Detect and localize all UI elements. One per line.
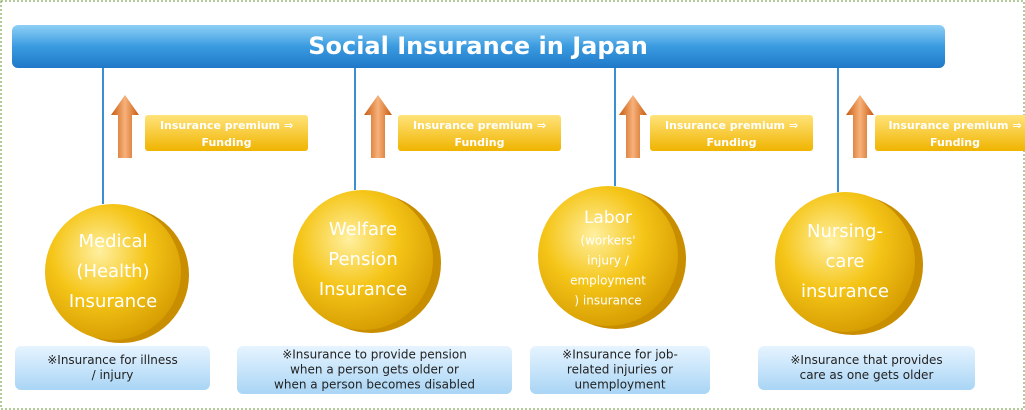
title: Social Insurance in Japan [308,32,648,60]
note-text: when a person gets older or [290,363,459,377]
coin-label: (workers' [580,234,635,248]
premium-box [650,115,813,151]
columns: Insurance premium ⇒ Funding Medical (Health… [15,68,1025,394]
premium-label: Funding [202,136,252,149]
coin-label: (Health) [76,261,149,282]
premium-label: Insurance premium ⇒ [665,119,798,132]
note-text: care as one gets older [800,368,934,382]
note-text: ※Insurance to provide pension [282,348,467,362]
coin-label: Insurance [69,291,157,312]
coin [775,192,915,332]
note-box [15,346,210,390]
note-text: ※Insurance for illness [47,353,178,367]
premium-box [875,115,1025,151]
coin-label: insurance [801,281,889,302]
coin [45,204,181,340]
coin-label: Welfare [329,219,397,240]
coin-label: Nursing- [807,221,883,242]
note-text: unemployment [574,378,665,392]
coin-label: employment [570,274,646,288]
up-arrow [364,95,392,158]
coin-label: Medical [79,231,148,252]
premium-label: Funding [707,136,757,149]
up-arrow [111,95,139,158]
coin-label: care [825,251,864,272]
note-box [758,346,975,390]
premium-label: Funding [930,136,980,149]
note-text: when a person becomes disabled [274,378,475,392]
premium-label: Insurance premium ⇒ [413,119,546,132]
premium-box [398,115,561,151]
title-banner [12,25,945,68]
premium-label: Insurance premium ⇒ [160,119,293,132]
premium-label: Insurance premium ⇒ [888,119,1021,132]
coin-label: Insurance [319,279,407,300]
note-text: related injuries or [567,363,673,377]
coin-label: ) insurance [574,294,641,308]
note-box [530,346,710,394]
coin-label: Labor [584,208,632,228]
note-text: / injury [92,368,134,382]
coin-label: injury / [587,254,630,268]
up-arrow [846,95,874,158]
coin-label: Pension [328,249,398,270]
note-text: ※Insurance that provides [790,353,942,367]
coin [538,186,678,326]
note-text: ※Insurance for job- [562,348,678,362]
up-arrow [619,95,647,158]
coin [293,190,433,330]
premium-box [145,115,308,151]
premium-label: Funding [455,136,505,149]
note-box [237,346,512,394]
